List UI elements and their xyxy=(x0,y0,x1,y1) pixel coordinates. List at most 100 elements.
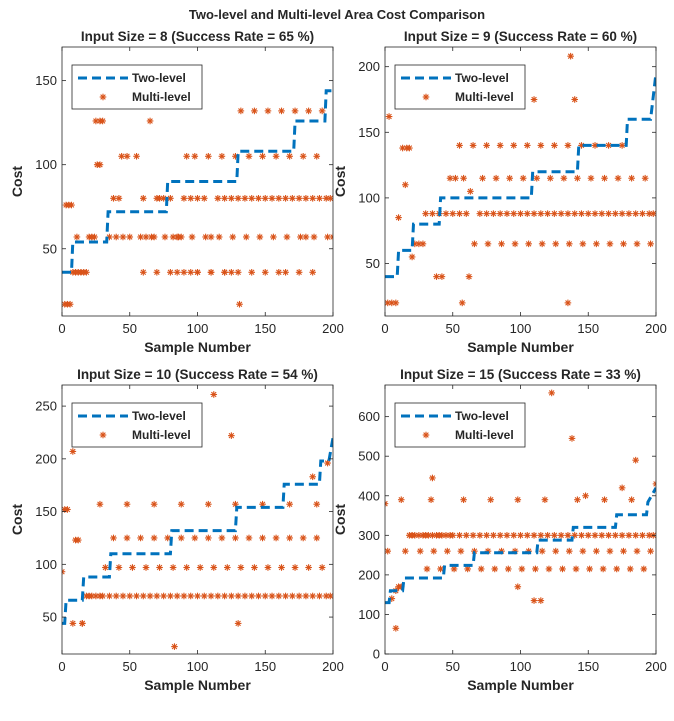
y-tick-label: 200 xyxy=(358,59,380,74)
multi-level-marker-d2 xyxy=(305,564,312,571)
multi-level-marker xyxy=(496,210,504,217)
multi-level-marker xyxy=(547,174,554,182)
multi-level-marker xyxy=(551,532,558,539)
multi-level-marker xyxy=(618,210,626,217)
multi-level-marker xyxy=(299,534,307,542)
multi-level-marker xyxy=(476,210,484,217)
x-tick-label: 200 xyxy=(322,321,344,336)
multi-level-marker-d2 xyxy=(460,496,467,503)
multi-level-marker-d2 xyxy=(420,241,426,247)
multi-level-marker xyxy=(228,268,235,276)
multi-level-marker xyxy=(210,564,218,571)
multi-level-marker xyxy=(483,210,490,217)
multi-level-marker-d2 xyxy=(402,182,409,188)
multi-level-marker-d2 xyxy=(319,108,325,114)
subplot-4: 0 50 100 150 200 0 100 200 300 400 500 600 Input Siz… xyxy=(332,367,667,693)
multi-level-marker xyxy=(523,532,531,539)
multi-level-marker-d2 xyxy=(174,269,180,276)
multi-level-marker xyxy=(299,152,307,160)
multi-level-marker-d2 xyxy=(620,241,627,247)
multi-level-marker xyxy=(96,117,104,125)
multi-level-marker-d2 xyxy=(510,210,517,217)
y-axis-label: Cost xyxy=(9,166,25,197)
multi-level-marker xyxy=(289,592,296,600)
multi-level-marker xyxy=(232,534,239,542)
legend-entry-two-level: Two-level xyxy=(132,71,186,85)
multi-level-marker-d2 xyxy=(236,301,243,307)
x-tick-label: 150 xyxy=(254,659,276,674)
multi-level-marker xyxy=(146,592,154,600)
multi-level-marker-d2 xyxy=(538,210,544,217)
multi-level-marker-d2 xyxy=(187,195,194,202)
multi-level-marker-d2 xyxy=(303,593,309,599)
multi-level-marker xyxy=(200,592,208,600)
multi-level-marker-d2 xyxy=(309,593,316,599)
multi-level-marker-d2 xyxy=(386,113,392,120)
multi-level-marker xyxy=(422,210,429,217)
multi-level-marker xyxy=(565,240,573,248)
multi-level-marker xyxy=(187,195,195,202)
multi-level-marker xyxy=(275,592,283,600)
multi-level-marker-d2 xyxy=(452,175,459,181)
multi-level-marker-d2 xyxy=(201,195,208,202)
multi-level-marker xyxy=(496,532,504,539)
multi-level-marker-d2 xyxy=(228,195,235,202)
multi-level-marker-d2 xyxy=(505,566,512,572)
multi-level-marker xyxy=(639,532,646,539)
multi-level-marker-d2 xyxy=(532,566,539,572)
multi-level-marker xyxy=(530,532,538,539)
multi-level-marker-d2 xyxy=(612,210,619,217)
multi-level-marker xyxy=(302,233,310,241)
multi-level-marker-d2 xyxy=(282,195,289,202)
multi-level-marker xyxy=(442,210,450,217)
multi-level-marker-d2 xyxy=(140,269,147,276)
multi-level-marker xyxy=(187,592,195,600)
multi-level-marker-d2 xyxy=(519,566,525,572)
multi-level-marker-d2 xyxy=(416,532,422,539)
multi-level-marker xyxy=(548,389,555,397)
multi-level-marker-d2 xyxy=(578,210,585,217)
multi-level-marker-d2 xyxy=(110,195,117,202)
multi-level-marker xyxy=(625,532,633,539)
multi-level-marker-d2 xyxy=(628,175,635,181)
multi-level-marker-d2 xyxy=(124,535,130,541)
multi-level-marker-d2 xyxy=(276,195,282,202)
multi-level-marker xyxy=(490,532,497,539)
multi-level-marker-d2 xyxy=(126,234,133,240)
multi-level-marker-d2 xyxy=(571,210,578,217)
multi-level-marker xyxy=(606,240,614,248)
multi-level-marker xyxy=(496,142,504,149)
multi-level-marker xyxy=(119,592,127,600)
legend-multi-level-swatch-d2 xyxy=(100,94,106,100)
multi-level-marker xyxy=(207,592,215,600)
multi-level-marker xyxy=(173,268,181,276)
multi-level-marker xyxy=(272,534,280,542)
multi-level-marker xyxy=(286,534,293,542)
multi-level-marker xyxy=(202,233,209,241)
multi-level-marker-d2 xyxy=(323,593,329,599)
multi-level-marker xyxy=(221,195,228,202)
multi-level-marker-d2 xyxy=(102,564,109,571)
multi-level-marker xyxy=(392,299,400,307)
multi-level-marker xyxy=(639,210,646,217)
multi-level-marker-d2 xyxy=(99,593,106,599)
multi-level-marker-d2 xyxy=(395,214,402,221)
figure-title: Two-level and Multi-level Area Cost Comp… xyxy=(189,7,485,22)
multi-level-marker xyxy=(471,240,478,248)
multi-level-marker-d2 xyxy=(627,566,634,572)
plot-data xyxy=(385,52,656,307)
multi-level-marker-d2 xyxy=(588,175,594,181)
multi-level-marker-d2 xyxy=(300,535,306,541)
multi-level-marker xyxy=(305,564,312,571)
multi-level-marker-d2 xyxy=(243,234,250,240)
multi-level-marker-d2 xyxy=(140,195,147,202)
multi-level-marker-d2 xyxy=(313,535,320,541)
multi-level-marker-d2 xyxy=(97,161,103,168)
multi-level-marker-d2 xyxy=(463,532,470,539)
multi-level-marker-d2 xyxy=(309,269,316,276)
multi-level-marker xyxy=(73,233,81,241)
subplot-title: Input Size = 10 (Success Rate = 54 %) xyxy=(77,367,318,382)
multi-level-marker xyxy=(302,195,310,202)
multi-level-marker xyxy=(618,532,626,539)
multi-level-marker xyxy=(565,547,573,555)
